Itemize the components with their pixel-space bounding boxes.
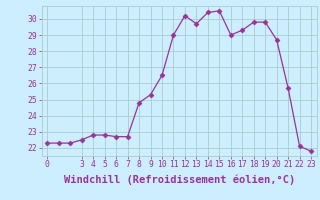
X-axis label: Windchill (Refroidissement éolien,°C): Windchill (Refroidissement éolien,°C) [64,175,295,185]
